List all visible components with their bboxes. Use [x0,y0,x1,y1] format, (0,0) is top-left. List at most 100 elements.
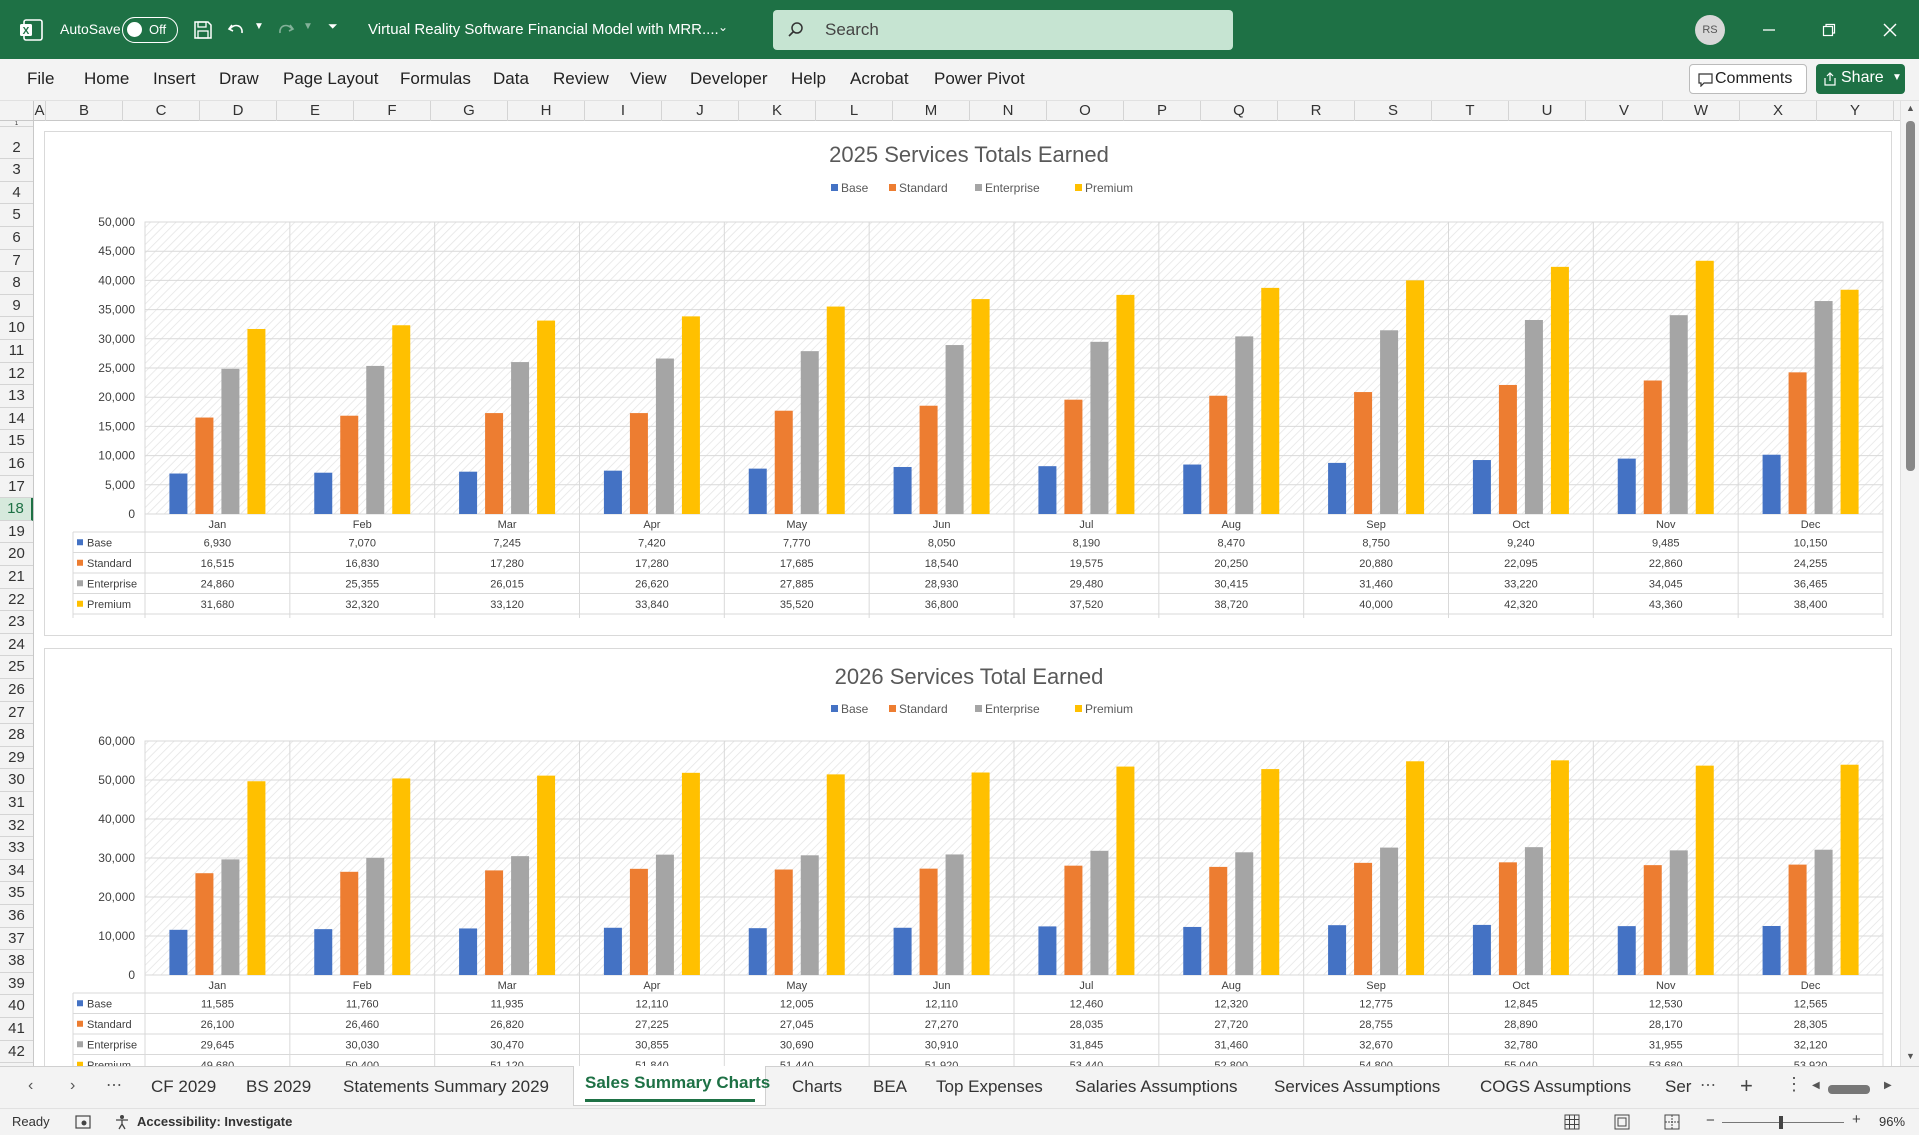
column-header-k[interactable]: K [739,101,816,121]
row-header-28[interactable]: 28 [0,724,33,747]
column-header-o[interactable]: O [1047,101,1124,121]
close-icon[interactable] [1877,17,1903,43]
row-header-13[interactable]: 13 [0,385,33,408]
column-header-r[interactable]: R [1278,101,1355,121]
row-header-30[interactable]: 30 [0,769,33,792]
workbook-title[interactable]: Virtual Reality Software Financial Model… [368,21,719,38]
redo-icon[interactable] [272,17,298,43]
ribbon-tab-data[interactable]: Data [493,69,529,88]
undo-icon[interactable] [224,17,250,43]
column-header-f[interactable]: F [354,101,431,121]
row-header-34[interactable]: 34 [0,860,33,883]
save-icon[interactable] [190,17,216,43]
row-header-21[interactable]: 21 [0,566,33,589]
ribbon-tab-home[interactable]: Home [84,69,130,88]
row-header-25[interactable]: 25 [0,656,33,679]
select-all-corner[interactable] [0,101,34,121]
hscroll-thumb[interactable] [1828,1085,1870,1094]
ribbon-tab-page-layout[interactable]: Page Layout [283,69,379,88]
accessibility-status[interactable]: Accessibility: Investigate [137,1114,293,1129]
row-header-42[interactable]: 42 [0,1041,33,1064]
column-header-p[interactable]: P [1124,101,1201,121]
row-header-16[interactable]: 16 [0,453,33,476]
row-header-2[interactable]: 2 [0,137,33,160]
column-header-j[interactable]: J [662,101,739,121]
row-header-39[interactable]: 39 [0,973,33,996]
row-header-22[interactable]: 22 [0,589,33,612]
sheet-tab-bs-2029[interactable]: BS 2029 [246,1077,312,1096]
macro-record-icon[interactable] [75,1115,91,1129]
more-tabs-icon[interactable]: ⋯ [1700,1077,1716,1094]
zoom-slider-thumb[interactable] [1779,1116,1783,1129]
sheet-tab-cogs-assumptions[interactable]: COGS Assumptions [1480,1077,1632,1096]
sheet-tab-cf-2029[interactable]: CF 2029 [151,1077,217,1096]
sheet-tab-sales-summary-charts[interactable]: Sales Summary Charts [573,1066,770,1106]
column-header-w[interactable]: W [1663,101,1740,121]
tab-options-icon[interactable]: ⋮ [1785,1074,1803,1094]
row-header-24[interactable]: 24 [0,634,33,657]
column-header-v[interactable]: V [1586,101,1663,121]
redo-dropdown-icon[interactable]: ▼ [303,21,313,32]
sheet-tab-services-assumptions[interactable]: Services Assumptions [1274,1077,1441,1096]
row-header-32[interactable]: 32 [0,815,33,838]
scroll-thumb[interactable] [1906,121,1915,471]
row-header-5[interactable]: 5 [0,204,33,227]
zoom-level[interactable]: 96% [1879,1114,1906,1129]
zoom-out-icon[interactable]: − [1706,1112,1715,1129]
row-header-4[interactable]: 4 [0,182,33,205]
ribbon-tab-review[interactable]: Review [553,69,609,88]
column-header-g[interactable]: G [431,101,508,121]
ribbon-tab-developer[interactable]: Developer [690,69,768,88]
row-header-8[interactable]: 8 [0,272,33,295]
comments-button[interactable]: Comments [1689,64,1807,94]
sheet-tab-charts[interactable]: Charts [792,1077,843,1096]
add-sheet-icon[interactable]: + [1740,1073,1753,1098]
row-header-33[interactable]: 33 [0,837,33,860]
row-header-35[interactable]: 35 [0,882,33,905]
column-header-e[interactable]: E [277,101,354,121]
search-box[interactable]: Search [773,10,1233,50]
row-header-37[interactable]: 37 [0,928,33,951]
share-button[interactable]: Share ▼ [1816,64,1905,94]
row-header-10[interactable]: 10 [0,317,33,340]
column-header-d[interactable]: D [200,101,277,121]
row-header-11[interactable]: 11 [0,340,33,363]
tab-next-icon[interactable]: › [70,1077,76,1094]
worksheet-grid[interactable]: 2025 Services Totals Earned Base Standard E… [34,121,1900,1066]
tab-prev-icon[interactable]: ‹ [28,1077,34,1094]
ribbon-tab-acrobat[interactable]: Acrobat [850,69,909,88]
row-header-17[interactable]: 17 [0,476,33,499]
row-header-18[interactable]: 18 [0,498,33,521]
sheet-tab-statements-summary-2029[interactable]: Statements Summary 2029 [343,1077,549,1096]
column-header-u[interactable]: U [1509,101,1586,121]
column-header-i[interactable]: I [585,101,662,121]
row-header-1[interactable]: 1 [0,121,33,127]
hscroll-left-icon[interactable]: ◀ [1812,1080,1820,1091]
row-header-9[interactable]: 9 [0,295,33,318]
scroll-up-icon[interactable]: ▲ [1906,103,1915,113]
column-header-b[interactable]: B [46,101,123,121]
column-header-s[interactable]: S [1355,101,1432,121]
row-header-26[interactable]: 26 [0,679,33,702]
avatar[interactable]: RS [1695,15,1725,45]
ribbon-tab-view[interactable]: View [630,69,667,88]
title-chevron-down-icon[interactable]: ⌄ [718,20,729,34]
ribbon-tab-insert[interactable]: Insert [153,69,196,88]
tab-more-icon[interactable]: ⋯ [106,1077,122,1094]
row-header-41[interactable]: 41 [0,1018,33,1041]
row-header-12[interactable]: 12 [0,363,33,386]
column-header-n[interactable]: N [970,101,1047,121]
autosave-toggle[interactable]: Off [122,17,178,43]
row-header-7[interactable]: 7 [0,250,33,273]
accessibility-icon[interactable] [114,1114,130,1130]
page-layout-view-icon[interactable] [1614,1114,1630,1130]
ribbon-tab-file[interactable]: File [27,69,55,88]
row-header-27[interactable]: 27 [0,702,33,725]
sheet-tab-salaries-assumptions[interactable]: Salaries Assumptions [1075,1077,1238,1096]
ribbon-tab-power-pivot[interactable]: Power Pivot [934,69,1025,88]
row-header-20[interactable]: 20 [0,543,33,566]
chart-2025[interactable]: 2025 Services Totals Earned Base Standard E… [44,131,1892,636]
row-header-23[interactable]: 23 [0,611,33,634]
column-header-a[interactable]: A [34,101,46,121]
row-header-29[interactable]: 29 [0,747,33,770]
